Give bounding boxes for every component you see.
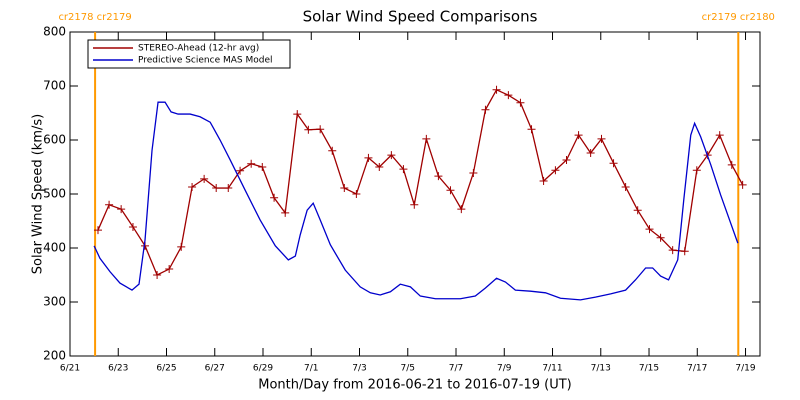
data-point	[481, 105, 490, 114]
x-tick-label: 7/7	[449, 364, 463, 374]
data-point	[516, 98, 525, 107]
data-point	[188, 182, 197, 191]
legend-label: STEREO-Ahead (12-hr avg)	[138, 44, 259, 54]
x-tick-label: 6/29	[253, 364, 273, 374]
data-point	[422, 134, 431, 143]
annotation: cr2178 cr2179	[58, 12, 131, 23]
data-point	[364, 153, 373, 162]
data-point	[340, 184, 349, 193]
y-axis-label: Solar Wind Speed (km/s)	[31, 114, 46, 274]
data-point	[621, 182, 630, 191]
x-tick-label: 7/9	[497, 364, 512, 374]
data-point	[200, 174, 209, 183]
data-point	[304, 125, 313, 134]
annotation: cr2179 cr2180	[702, 12, 775, 23]
data-point	[656, 233, 665, 242]
legend-box	[87, 39, 291, 69]
data-point	[645, 225, 654, 234]
x-tick-label: 7/17	[687, 364, 707, 374]
data-point	[153, 271, 162, 279]
x-tick-label: 7/1	[304, 364, 318, 374]
series-line	[93, 101, 739, 301]
data-point	[212, 184, 221, 193]
data-point	[586, 148, 595, 157]
data-point	[633, 206, 642, 215]
data-point	[328, 146, 337, 155]
data-point	[504, 91, 513, 100]
data-point	[165, 265, 174, 274]
x-axis-label: Month/Day from 2016-06-21 to 2016-07-19 …	[258, 378, 571, 393]
data-point	[738, 180, 747, 189]
data-point	[715, 131, 724, 140]
y-tick-label: 800	[43, 25, 66, 39]
data-point	[105, 200, 114, 209]
chart-title: Solar Wind Speed Comparisons	[303, 8, 538, 26]
x-tick-label: 7/19	[735, 364, 755, 374]
data-point	[247, 159, 256, 168]
series-line	[97, 88, 744, 276]
data-point	[727, 160, 736, 169]
y-tick-label: 200	[43, 349, 66, 363]
data-point	[692, 166, 701, 175]
y-tick-label: 400	[43, 241, 66, 255]
data-point	[668, 246, 677, 255]
data-point	[609, 159, 618, 168]
data-point	[399, 165, 408, 174]
data-point	[224, 184, 233, 193]
x-tick-label: 6/27	[205, 364, 225, 374]
data-point	[316, 125, 325, 134]
x-tick-label: 7/3	[352, 364, 366, 374]
data-point	[597, 134, 606, 143]
y-tick-label: 300	[43, 295, 66, 309]
x-tick-label: 6/25	[156, 364, 176, 374]
data-point	[93, 226, 102, 235]
data-point	[117, 205, 126, 214]
x-tick-label: 7/13	[591, 364, 611, 374]
data-point	[387, 151, 396, 160]
data-point	[551, 166, 560, 175]
data-point	[177, 242, 186, 251]
data-point	[410, 200, 419, 209]
y-tick-label: 500	[43, 187, 66, 201]
x-tick-label: 7/5	[401, 364, 415, 374]
data-point	[434, 172, 443, 181]
plot-frame	[69, 31, 761, 357]
data-point	[128, 222, 137, 231]
data-point	[469, 168, 478, 177]
data-point	[562, 155, 571, 164]
x-tick-label: 6/23	[108, 364, 128, 374]
data-point	[539, 177, 548, 186]
data-point	[680, 247, 689, 256]
x-tick-label: 6/21	[60, 364, 80, 374]
y-tick-label: 600	[43, 133, 66, 147]
data-point	[375, 163, 384, 171]
legend-label: Predictive Science MAS Model	[138, 56, 273, 66]
data-point	[281, 208, 290, 217]
data-point	[492, 85, 501, 94]
data-point	[574, 131, 583, 140]
data-point	[270, 193, 279, 202]
x-tick-label: 7/11	[542, 364, 562, 374]
data-point	[446, 186, 455, 195]
data-point	[457, 205, 466, 214]
data-point	[236, 166, 245, 175]
data-point	[258, 163, 267, 171]
data-point	[352, 190, 361, 198]
data-point	[527, 125, 536, 134]
data-point	[293, 110, 302, 119]
y-tick-label: 700	[43, 79, 66, 93]
x-tick-label: 7/15	[639, 364, 659, 374]
